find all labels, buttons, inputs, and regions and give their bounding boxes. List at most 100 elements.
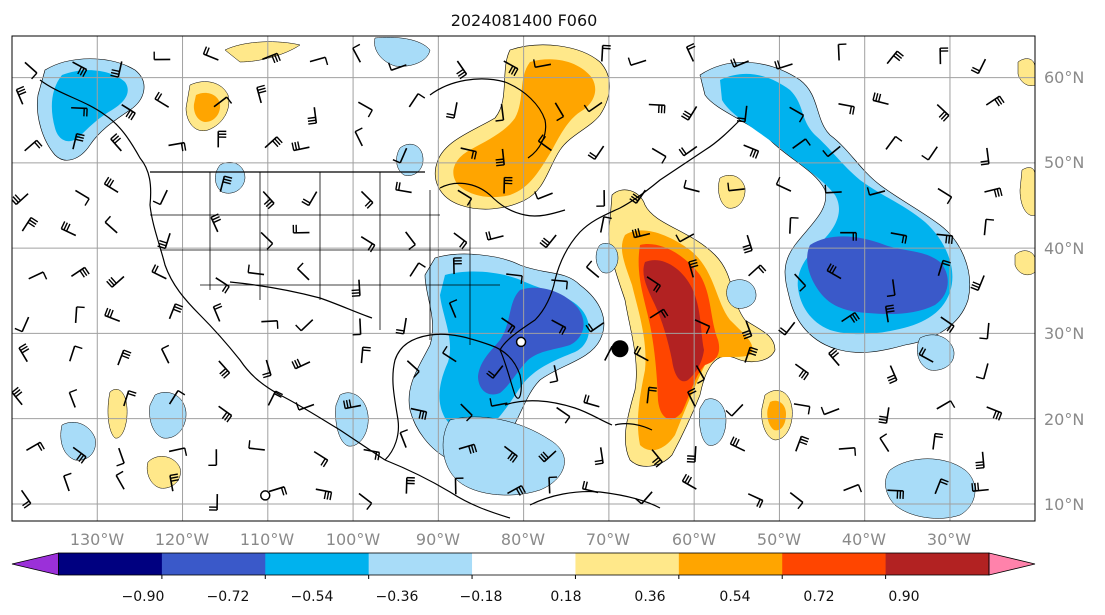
wind-barb-feather bbox=[364, 200, 372, 207]
wind-barb-feather bbox=[995, 411, 1000, 420]
wind-barb-staff bbox=[72, 61, 88, 71]
wind-barb-feather bbox=[743, 335, 752, 340]
wind-barb bbox=[151, 264, 167, 280]
wind-barb bbox=[506, 273, 523, 284]
wind-barb-feather bbox=[940, 478, 949, 483]
wind-barb bbox=[24, 61, 38, 80]
wind-barb-staff bbox=[556, 406, 571, 418]
wind-barb bbox=[688, 259, 699, 278]
wind-barb-staff bbox=[548, 477, 551, 494]
wind-barb bbox=[12, 193, 29, 206]
wind-barb-feather bbox=[262, 371, 271, 376]
wind-barb-feather bbox=[581, 480, 586, 489]
wind-barb-feather bbox=[729, 436, 735, 445]
wind-barb-feather bbox=[466, 414, 473, 422]
wind-barb-feather bbox=[660, 310, 667, 318]
markers bbox=[260, 336, 629, 501]
wind-barb-feather bbox=[221, 284, 228, 293]
wind-barb-staff bbox=[886, 50, 898, 65]
wind-barb bbox=[71, 106, 88, 117]
wind-barb bbox=[631, 228, 651, 239]
wind-barb-feather bbox=[13, 389, 21, 396]
wind-barb-feather bbox=[737, 117, 746, 120]
wind-barb bbox=[313, 450, 329, 468]
wind-barb-feather bbox=[127, 392, 136, 397]
wind-barb-feather bbox=[413, 371, 420, 378]
wind-barb-staff bbox=[651, 147, 667, 158]
colorbar-segment bbox=[575, 553, 680, 575]
wind-barb-feather bbox=[295, 324, 302, 332]
small-positive-8 bbox=[1019, 167, 1035, 216]
wind-barb-staff bbox=[789, 491, 804, 504]
wind-barb-feather bbox=[114, 137, 122, 144]
wind-barb bbox=[405, 476, 415, 494]
wind-barb bbox=[454, 477, 464, 495]
wind-barb-feather bbox=[849, 106, 853, 115]
wind-barb-feather bbox=[732, 437, 738, 446]
wind-barb bbox=[725, 403, 744, 417]
wind-barb-feather bbox=[509, 453, 516, 462]
wind-barb bbox=[646, 386, 657, 404]
wind-barb-feather bbox=[111, 69, 120, 73]
wind-barb-feather bbox=[749, 346, 758, 351]
wind-barb-staff bbox=[118, 447, 125, 464]
wind-barb-feather bbox=[653, 459, 661, 466]
wind-barb-staff bbox=[168, 303, 177, 320]
wind-barb bbox=[104, 307, 121, 322]
wind-barb-feather bbox=[565, 281, 568, 290]
wind-barb-feather bbox=[749, 148, 754, 157]
wind-barb-feather bbox=[934, 435, 943, 439]
wind-barb-feather bbox=[805, 138, 811, 146]
wind-barb-feather bbox=[18, 343, 27, 349]
wind-barb bbox=[843, 483, 863, 493]
wind-barb-feather bbox=[520, 275, 523, 284]
great-lakes bbox=[439, 182, 566, 217]
wind-barb-feather bbox=[541, 239, 549, 246]
wind-barb-feather bbox=[110, 71, 120, 75]
wind-barb-staff bbox=[360, 190, 374, 204]
wind-barb bbox=[583, 394, 600, 408]
wind-barb-staff bbox=[313, 107, 318, 124]
wind-barb-staff bbox=[159, 189, 168, 205]
wind-barb-staff bbox=[794, 273, 807, 287]
wind-barb bbox=[533, 59, 552, 69]
wind-barb-feather bbox=[224, 413, 230, 421]
wind-barb bbox=[352, 318, 362, 336]
wind-barb-staff bbox=[409, 262, 420, 277]
colorbar-extend-high bbox=[988, 552, 1036, 576]
wind-barb-staff bbox=[838, 447, 855, 450]
wind-barb bbox=[921, 146, 938, 161]
wind-barb-feather bbox=[156, 93, 163, 101]
wind-barb-feather bbox=[971, 483, 974, 492]
wind-barb bbox=[267, 390, 283, 406]
wind-barb-feather bbox=[980, 160, 989, 163]
wind-barb-feather bbox=[748, 352, 757, 356]
wind-barb bbox=[103, 176, 119, 194]
wind-barb-feather bbox=[23, 502, 32, 509]
wind-barb-feather bbox=[831, 266, 837, 274]
wind-barb-staff bbox=[219, 176, 226, 192]
wind-barb-feather bbox=[854, 447, 857, 456]
wind-barb-feather bbox=[630, 195, 639, 202]
wind-barb-feather bbox=[743, 247, 752, 251]
wind-barb-feather bbox=[942, 115, 950, 122]
wind-barb-feather bbox=[226, 415, 233, 423]
wind-barb-staff bbox=[74, 306, 78, 323]
wind-barb-feather bbox=[587, 323, 594, 331]
wind-barb-staff bbox=[582, 488, 599, 494]
storm-center-marker bbox=[611, 340, 629, 358]
wind-barb-feather bbox=[108, 179, 115, 188]
wind-barb-feather bbox=[323, 490, 327, 500]
wind-barb bbox=[980, 147, 990, 166]
wind-barb-staff bbox=[28, 271, 44, 280]
wind-barb-feather bbox=[82, 69, 88, 77]
wind-barb bbox=[828, 347, 840, 367]
wind-barb-feather bbox=[803, 372, 810, 381]
wind-barb-staff bbox=[210, 216, 219, 233]
wind-barb-staff bbox=[553, 365, 559, 382]
small-negative-10 bbox=[374, 37, 431, 67]
lon-label: 70°W bbox=[586, 530, 630, 549]
wind-barb-staff bbox=[982, 363, 989, 380]
wind-barb-feather bbox=[595, 462, 604, 466]
wind-barb-feather bbox=[800, 438, 809, 443]
